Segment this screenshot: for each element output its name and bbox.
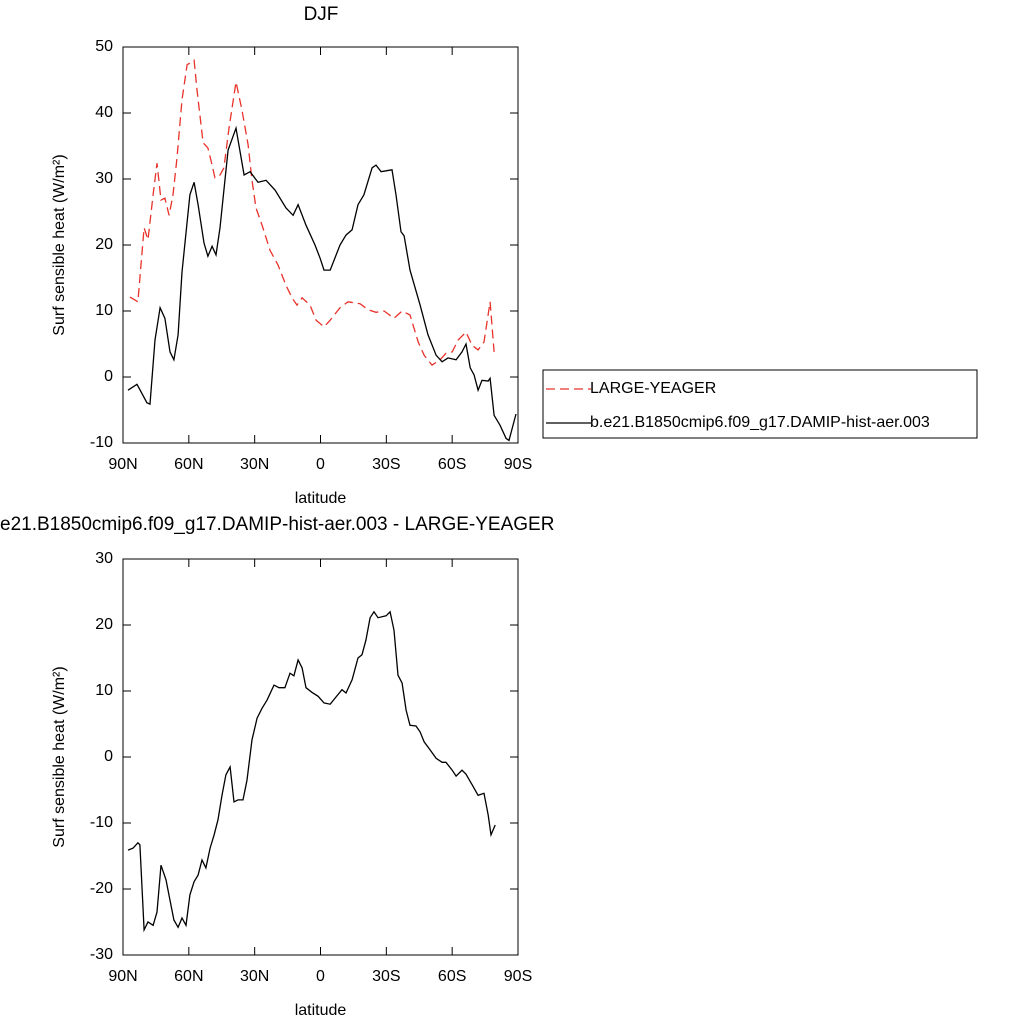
- x-tick-label: 30S: [372, 968, 400, 985]
- y-tick-label: 20: [95, 616, 113, 633]
- y-tick-label: -20: [90, 880, 113, 897]
- x-tick-label: 60N: [174, 968, 203, 985]
- x-axis-label: latitude: [295, 490, 347, 507]
- y-tick-label: 40: [95, 104, 113, 121]
- y-tick-label: 10: [95, 302, 113, 319]
- x-tick-label: 0: [316, 456, 325, 473]
- x-tick-label: 90N: [108, 968, 137, 985]
- y-tick-label: 0: [104, 748, 113, 765]
- x-axis-label: latitude: [295, 1002, 347, 1019]
- y-tick-label: -10: [90, 434, 113, 451]
- plot-frame: [122, 46, 519, 444]
- data-line: [127, 610, 496, 933]
- x-tick-label: 30S: [372, 456, 400, 473]
- y-axis-label: Surf sensible heat (W/m²): [51, 154, 68, 335]
- x-tick-label: 60S: [438, 456, 466, 473]
- y-tick-label: 30: [95, 170, 113, 187]
- y-axis-label: Surf sensible heat (W/m²): [51, 666, 68, 847]
- y-tick-label: -30: [90, 946, 113, 963]
- y-tick-label: 50: [95, 38, 113, 55]
- y-tick-label: 10: [95, 682, 113, 699]
- plot-frame: [122, 558, 519, 956]
- x-tick-label: 90S: [504, 968, 532, 985]
- x-tick-label: 90N: [108, 456, 137, 473]
- chart-title: DJF: [304, 4, 339, 25]
- x-tick-label: 90S: [504, 456, 532, 473]
- y-tick-label: 0: [104, 368, 113, 385]
- legend-label: b.e21.B1850cmip6.f09_g17.DAMIP-hist-aer.…: [590, 414, 930, 431]
- data-line: [129, 59, 495, 366]
- x-tick-label: 30N: [240, 968, 269, 985]
- x-tick-label: 0: [316, 968, 325, 985]
- x-tick-label: 60N: [174, 456, 203, 473]
- legend-box: [542, 369, 978, 439]
- legend-label: LARGE-YEAGER: [590, 380, 716, 397]
- x-tick-label: 60S: [438, 968, 466, 985]
- chart-title: e21.B1850cmip6.f09_g17.DAMIP-hist-aer.00…: [0, 514, 554, 535]
- y-tick-label: 30: [95, 550, 113, 567]
- y-tick-label: 20: [95, 236, 113, 253]
- data-line: [127, 125, 517, 442]
- x-tick-label: 30N: [240, 456, 269, 473]
- y-tick-label: -10: [90, 814, 113, 831]
